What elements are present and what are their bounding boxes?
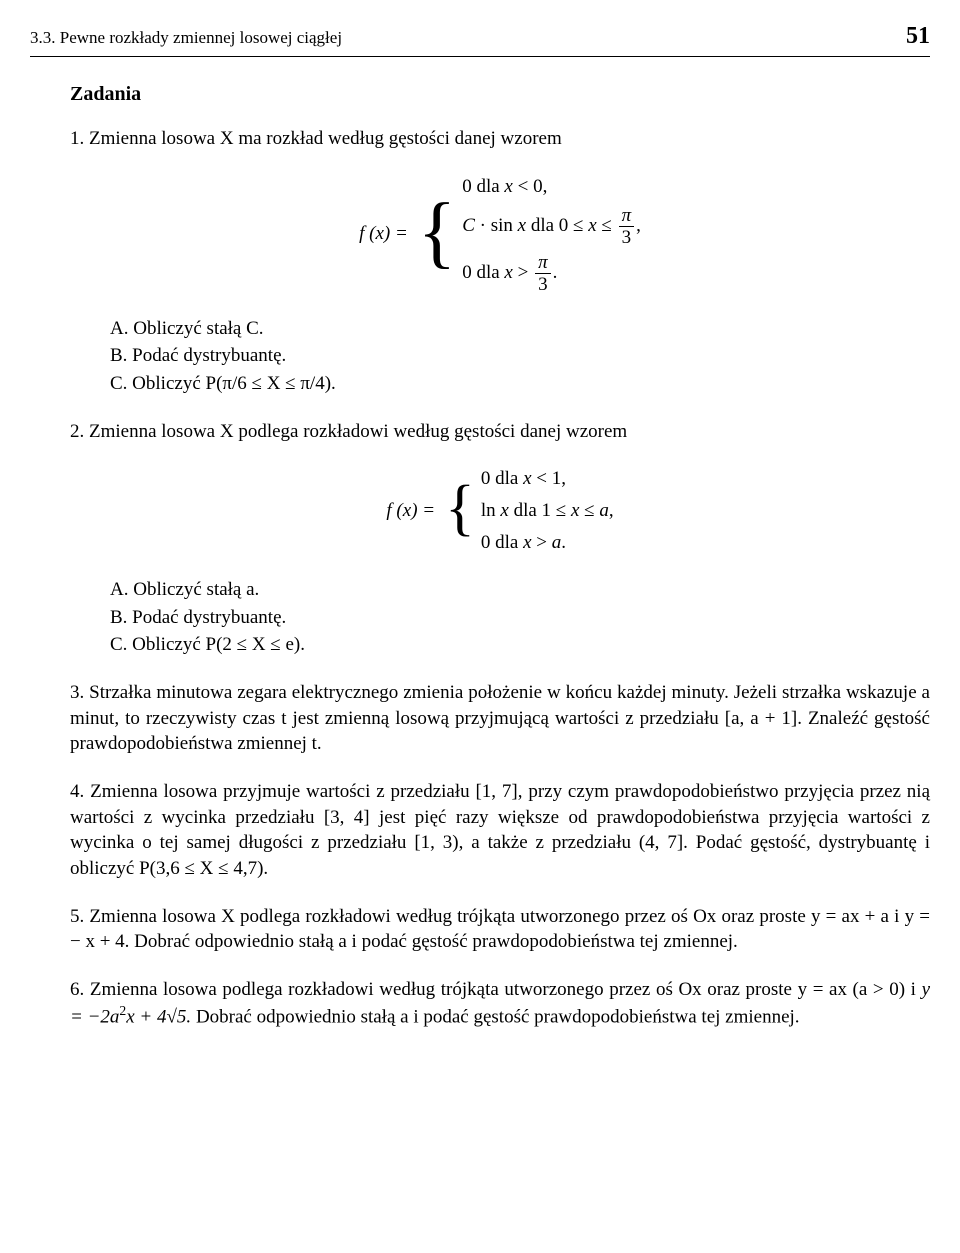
exercise-3: 3. Strzałka minutowa zegara elektryczneg…	[70, 680, 930, 757]
exercise-2-sublist: A. Obliczyć stałą a. B. Podać dystrybuan…	[110, 577, 930, 658]
formula-1-case-3: 0 dla x > π3.	[462, 253, 557, 294]
formula-2-case-3: 0 dla x > a.	[481, 530, 566, 556]
formula-2-lhs: f (x) =	[386, 498, 439, 524]
formula-2-case-2: ln x dla 1 ≤ x ≤ a,	[481, 498, 614, 524]
exercise-1-a: A. Obliczyć stałą C.	[110, 316, 930, 342]
running-head: 3.3. Pewne rozkłady zmiennej losowej cią…	[30, 20, 930, 57]
exercise-2-a: A. Obliczyć stałą a.	[110, 577, 930, 603]
exercise-1-b: B. Podać dystrybuantę.	[110, 343, 930, 369]
exercise-1-sublist: A. Obliczyć stałą C. B. Podać dystrybuan…	[110, 316, 930, 397]
exercise-2-c: C. Obliczyć P(2 ≤ X ≤ e).	[110, 632, 930, 658]
exercise-1-lead: 1. Zmienna losowa X ma rozkład według gę…	[70, 128, 562, 149]
formula-1: f (x) = { 0 dla x < 0, C · sin x dla 0 ≤…	[70, 174, 930, 294]
exercise-1-c: C. Obliczyć P(π/6 ≤ X ≤ π/4).	[110, 371, 930, 397]
exercise-1: 1. Zmienna losowa X ma rozkład według gę…	[70, 126, 930, 152]
heading-zadania: Zadania	[70, 81, 930, 108]
exercise-2: 2. Zmienna losowa X podlega rozkładowi w…	[70, 419, 930, 445]
exercise-6-part-b: Dobrać odpowiednio stałą a i podać gęsto…	[196, 1007, 800, 1028]
formula-1-lhs: f (x) =	[359, 221, 412, 247]
exercise-6: 6. Zmienna losowa podlega rozkładowi wed…	[70, 977, 930, 1031]
formula-2: f (x) = { 0 dla x < 1, ln x dla 1 ≤ x ≤ …	[70, 466, 930, 555]
formula-2-case-1: 0 dla x < 1,	[481, 466, 566, 492]
brace-icon: {	[418, 196, 456, 268]
exercise-6-part-a: 6. Zmienna losowa podlega rozkładowi wed…	[70, 979, 922, 1000]
formula-1-case-2: C · sin x dla 0 ≤ x ≤ π3,	[462, 206, 641, 247]
exercise-2-b: B. Podać dystrybuantę.	[110, 605, 930, 631]
brace-icon: {	[445, 481, 475, 537]
exercise-4: 4. Zmienna losowa przyjmuje wartości z p…	[70, 779, 930, 882]
exercise-2-lead: 2. Zmienna losowa X podlega rozkładowi w…	[70, 421, 627, 442]
section-title: 3.3. Pewne rozkłady zmiennej losowej cią…	[30, 27, 342, 50]
page-number: 51	[906, 20, 930, 52]
exercise-6-eq-mid: x + 4√5.	[126, 1007, 191, 1028]
exercise-5: 5. Zmienna losowa X podlega rozkładowi w…	[70, 904, 930, 955]
formula-1-case-1: 0 dla x < 0,	[462, 174, 547, 200]
